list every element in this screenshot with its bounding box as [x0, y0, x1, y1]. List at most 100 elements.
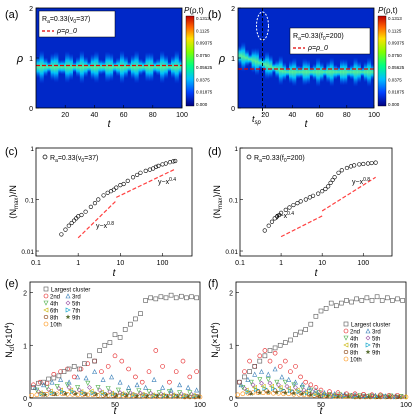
- data-point: [122, 392, 128, 397]
- data-point: [259, 368, 264, 374]
- data-point: [299, 385, 305, 391]
- data-point: [336, 170, 341, 175]
- heatmap-column: [340, 58, 344, 86]
- data-point: [313, 385, 319, 390]
- data-point: [71, 374, 77, 380]
- legend-marker: [43, 314, 49, 320]
- data-point: [308, 321, 314, 327]
- data-point: [378, 392, 383, 398]
- heatmap-column: [278, 55, 283, 86]
- heatmap-band: [36, 50, 182, 84]
- data-point: [265, 371, 271, 377]
- data-point: [247, 358, 252, 364]
- heatmap-column: [167, 61, 172, 73]
- data-point: [75, 385, 81, 391]
- heatmap-column: [87, 61, 92, 73]
- guide-line: [116, 168, 176, 198]
- y-axis-label: ⟨Nmax⟩/N: [8, 185, 20, 219]
- heatmap-column: [336, 66, 341, 78]
- data-point: [318, 391, 324, 397]
- data-point: [321, 390, 327, 396]
- data-point: [88, 388, 94, 394]
- x-tick-label: 40: [91, 112, 99, 119]
- legend: Ra=0.33(v0=37) ρ=ρ_0: [38, 10, 116, 38]
- data-point: [320, 189, 325, 194]
- data-point: [296, 389, 302, 395]
- panel-f: (f) 0 50 100 0 1 2 t Ncl(×104) Largest cluste…: [208, 278, 412, 416]
- heatmap-column: [119, 50, 125, 84]
- data-point: [262, 353, 268, 359]
- data-point: [277, 342, 283, 348]
- heatmap-column: [105, 51, 110, 83]
- data-point: [372, 392, 378, 398]
- heatmap-column: [302, 58, 307, 86]
- x-tick-label: 80: [343, 112, 351, 119]
- data-point: [379, 393, 385, 399]
- heatmap-column: [76, 56, 81, 78]
- data-point: [286, 376, 292, 382]
- data-point: [95, 385, 101, 391]
- data-point: [92, 201, 98, 206]
- colorbar-tick-label: 0.1313: [196, 16, 210, 21]
- data-point: [101, 193, 106, 198]
- heatmap-column: [98, 59, 103, 75]
- data-point: [364, 394, 370, 399]
- heatmap-column: [357, 61, 361, 83]
- data-point: [238, 382, 244, 388]
- data-point: [269, 383, 275, 389]
- data-point: [313, 387, 319, 393]
- data-point: [369, 393, 375, 399]
- data-point: [277, 364, 283, 369]
- heatmap-column: [163, 54, 168, 80]
- data-point: [64, 382, 70, 388]
- heatmap-column: [149, 52, 154, 82]
- data-point: [294, 387, 300, 393]
- panel-label: (b): [208, 9, 221, 21]
- heatmap-column: [171, 55, 176, 79]
- data-point: [185, 384, 191, 390]
- data-point: [262, 348, 268, 353]
- data-point: [235, 392, 240, 398]
- x-tick-label: 80: [149, 112, 157, 119]
- colorbar: P(ρ,t) 0.13130.11250.093750.07500.056250…: [184, 6, 213, 107]
- heatmap-column: [112, 60, 117, 74]
- data-point: [344, 298, 349, 303]
- data-point: [272, 345, 278, 351]
- data-point: [117, 335, 123, 340]
- data-point: [127, 390, 133, 396]
- y-axis-label: ρ: [218, 53, 225, 65]
- heatmap-column: [101, 59, 106, 75]
- heatmap-column: [289, 60, 293, 84]
- heatmap-column: [57, 59, 63, 75]
- data-point: [362, 392, 368, 398]
- data-point: [272, 388, 278, 393]
- data-point: [133, 374, 138, 380]
- x-tick-label: 10: [116, 260, 124, 267]
- heatmap-column: [258, 56, 263, 70]
- x-tick-label: 0.1: [31, 260, 41, 267]
- y-axis-label: Ncl(×104): [4, 322, 16, 357]
- data-point: [323, 393, 329, 398]
- guide-label: y~x0.8: [352, 177, 370, 186]
- y-tick-label: 0.1: [229, 198, 238, 205]
- data-point: [107, 389, 113, 395]
- data-point: [265, 389, 271, 395]
- data-point: [173, 158, 178, 164]
- heatmap-column: [65, 50, 70, 84]
- data-point: [167, 379, 172, 385]
- heatmap-column: [319, 61, 324, 83]
- data-point: [112, 332, 118, 338]
- data-point: [400, 298, 405, 303]
- legend-marker: [42, 154, 48, 160]
- heatmap-column: [46, 60, 52, 74]
- data-point: [102, 342, 108, 348]
- data-point: [269, 219, 275, 224]
- data-point: [252, 364, 257, 369]
- x-tick-label: 100: [400, 402, 412, 409]
- x-axis-label: t: [305, 119, 309, 130]
- x-tick-label: 60: [120, 112, 128, 119]
- legend-label: 4th: [350, 337, 358, 343]
- data-point: [248, 379, 254, 385]
- colorbar-tick-label: 0.05625: [388, 65, 405, 70]
- x-axis-label: t: [114, 406, 118, 416]
